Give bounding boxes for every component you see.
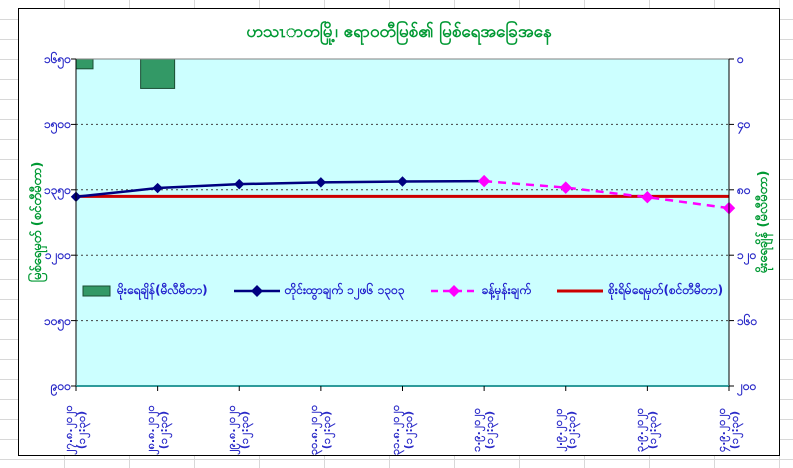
x-axis-label-time: (၁၂:၃၀)	[319, 410, 333, 450]
legend-key-line-dashed	[430, 285, 477, 297]
right-axis-tick-label: ၈၀	[737, 182, 751, 197]
legend-item-label: မိုးရေချိန်(မီလီမီတာ)	[116, 283, 208, 297]
x-axis-label-time: (၁၂:၃၀)	[728, 410, 741, 450]
x-axis-label-date: ၄.၉.၂၀၂၀	[715, 408, 728, 452]
observed-marker	[397, 176, 408, 187]
right-axis-tick-label: ၄၀	[737, 117, 751, 132]
x-axis-label-time: (၁၂:၃၀)	[564, 410, 578, 450]
right-axis-tick-label: ၀	[737, 52, 744, 66]
legend-key-shape	[82, 285, 111, 297]
right-axis-tick-label: ၂၀၀	[737, 379, 757, 393]
x-axis-label-date: ၂၇.၈.၂၀၂၀	[62, 405, 75, 455]
legend-item-2: ခန့်မှန်းချက်	[430, 282, 532, 300]
legend-key-line	[233, 285, 280, 297]
observed-marker	[234, 178, 245, 190]
x-axis-label-date: ၂၉.၈.၂၀၂၀	[225, 405, 239, 455]
x-axis-label-time: (၁၂:၃၀)	[483, 410, 497, 450]
x-axis-label-time: (၁၂:၃၀)	[401, 410, 415, 450]
rainfall-bar	[140, 58, 176, 89]
x-axis-label: ၁.၉.၂၀၂၀ (၁၂:၃၀)	[470, 393, 496, 467]
rainfall-bar	[75, 58, 94, 70]
x-axis-label-date: ၂.၉.၂၀၂၀	[551, 408, 565, 452]
right-axis-tick-label: ၁၆၀	[737, 313, 758, 328]
x-axis-label-date: ၃၀.၈.၂၀၂၀	[306, 404, 320, 456]
left-axis-tick-label: ၁၃၅၀	[44, 182, 71, 197]
legend-item-3: စိုးရိမ်ရေမှတ်(စင်တီမီတာ)	[557, 282, 723, 300]
x-axis-label: ၂၉.၈.၂၀၂၀ (၁၂:၃၀)	[225, 393, 251, 467]
x-axis-label-date: ၂၈.၈.၂၀၂၀	[143, 405, 157, 455]
legend-item-label: တိုင်းထွာချက် ၁၂ဖ၆ ၁၃ဝ၃	[284, 283, 405, 297]
x-axis-label: ၄.၉.၂၀၂၀ (၁၂:၃၀)	[715, 393, 741, 467]
legend-key-shape	[447, 285, 460, 297]
legend-key-bar	[82, 285, 111, 297]
x-axis-label-time: (၁၂:၃၀)	[646, 410, 660, 450]
left-axis-tick-label: ၁၂၀၀	[44, 248, 71, 263]
x-axis-label: ၃.၉.၂၀၂၀ (၁၂:၃၀)	[633, 393, 659, 467]
legend-key-shape	[250, 285, 263, 297]
x-axis-label-time: (၁၂:၃၀)	[75, 410, 88, 450]
legend-key-hline	[557, 289, 604, 293]
x-axis-label: ၂၇.၈.၂၀၂၀ (၁၂:၃၀)	[62, 393, 88, 467]
left-axis-tick-label: ၁၀၅၀	[44, 313, 71, 328]
observed-line	[75, 179, 485, 199]
legend-item-0: မိုးရေချိန်(မီလီမီတာ)	[82, 282, 208, 300]
left-axis-tick-label: ၁၅၀၀	[44, 117, 71, 132]
left-axis-tick-label: ၉၀၀	[50, 379, 71, 393]
x-axis-label-time: (၁၂:၃၀)	[156, 410, 170, 450]
river-level-chart: ဟသၤာတမြို့၊ ဧရာဝတီမြစ်၏ မြစ်ရေအခြေအနေ မြ…	[18, 8, 780, 456]
legend-item-1: တိုင်းထွာချက် ၁၂ဖ၆ ၁၃ဝ၃	[233, 282, 405, 300]
legend-item-label: စိုးရိမ်ရေမှတ်(စင်တီမီတာ)	[608, 283, 724, 297]
chart-title: ဟသၤာတမြို့၊ ဧရာဝတီမြစ်၏ မြစ်ရေအခြေအနေ	[246, 22, 552, 42]
chart-legend: မိုးရေချိန်(မီလီမီတာ) တိုင်းထွာချက် ၁၂ဖ၆ …	[76, 277, 729, 305]
x-axis-label-date: ၃၁.၈.၂၀၂၀	[388, 404, 402, 456]
forecast-marker	[477, 174, 491, 188]
x-axis-label-date: ၃.၉.၂၀၂၀	[633, 408, 647, 452]
observed-marker	[152, 182, 163, 194]
x-axis-label-date: ၁.၉.၂၀၂၀	[470, 408, 484, 452]
x-axis-label-time: (၁၂:၃၀)	[238, 410, 252, 450]
x-axis-label: ၂၈.၈.၂၀၂၀ (၁၂:၃၀)	[144, 393, 170, 467]
observed-marker	[315, 177, 327, 188]
forecast-marker	[641, 191, 654, 204]
left-axis-tick-label: ၁၆၅၀	[44, 52, 71, 66]
x-axis-label: ၂.၉.၂၀၂၀ (၁၂:၃၀)	[552, 393, 578, 467]
right-axis-tick-label: ၁၂၀	[737, 248, 757, 263]
x-axis-label: ၃၁.၈.၂၀၂၀ (၁၂:၃၀)	[389, 393, 415, 467]
x-axis-label: ၃၀.၈.၂၀၂၀ (၁၂:၃၀)	[307, 393, 333, 467]
plot-area	[70, 58, 736, 391]
forecast-marker	[559, 181, 572, 194]
plot-background	[76, 59, 729, 386]
legend-item-label: ခန့်မှန်းချက်	[481, 283, 532, 297]
